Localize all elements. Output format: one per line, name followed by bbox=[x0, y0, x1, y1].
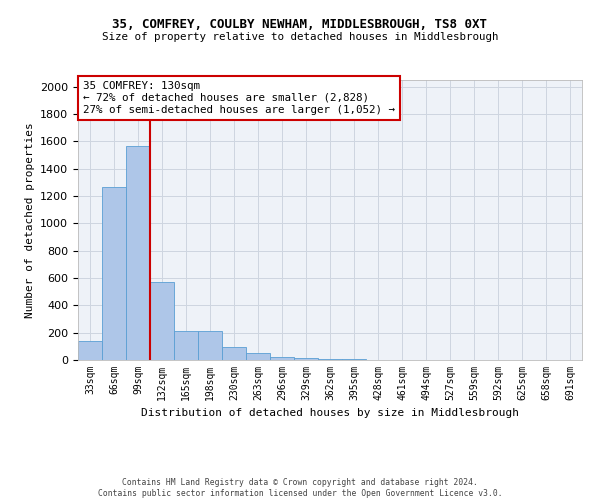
Bar bbox=[246, 353, 270, 360]
X-axis label: Distribution of detached houses by size in Middlesbrough: Distribution of detached houses by size … bbox=[141, 408, 519, 418]
Bar bbox=[102, 186, 126, 360]
Bar bbox=[78, 341, 102, 360]
Text: 35 COMFREY: 130sqm
← 72% of detached houses are smaller (2,828)
27% of semi-deta: 35 COMFREY: 130sqm ← 72% of detached hou… bbox=[83, 82, 395, 114]
Bar bbox=[174, 330, 198, 360]
Bar bbox=[294, 358, 318, 360]
Text: 35, COMFREY, COULBY NEWHAM, MIDDLESBROUGH, TS8 0XT: 35, COMFREY, COULBY NEWHAM, MIDDLESBROUG… bbox=[113, 18, 487, 30]
Text: Contains HM Land Registry data © Crown copyright and database right 2024.
Contai: Contains HM Land Registry data © Crown c… bbox=[98, 478, 502, 498]
Bar bbox=[270, 356, 294, 360]
Bar bbox=[198, 330, 222, 360]
Bar bbox=[150, 282, 174, 360]
Text: Size of property relative to detached houses in Middlesbrough: Size of property relative to detached ho… bbox=[102, 32, 498, 42]
Bar bbox=[126, 146, 150, 360]
Y-axis label: Number of detached properties: Number of detached properties bbox=[25, 122, 35, 318]
Bar bbox=[222, 347, 246, 360]
